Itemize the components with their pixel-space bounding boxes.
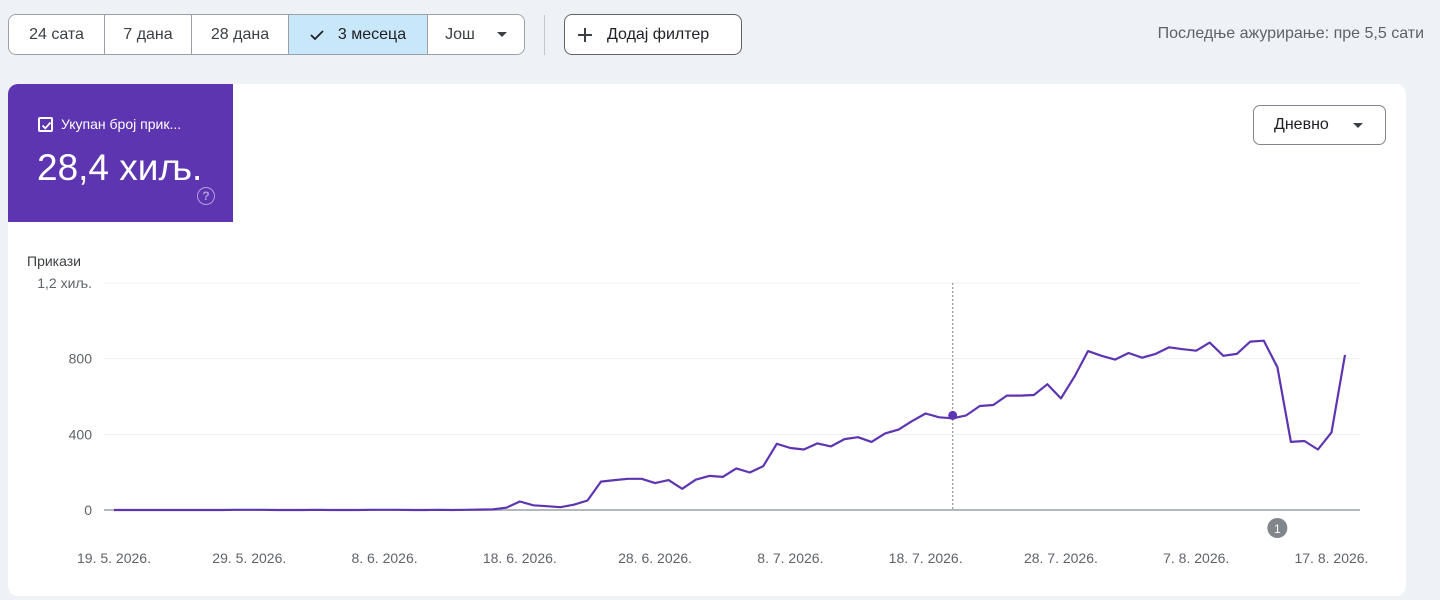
x-tick-label: 29. 5. 2026. (212, 550, 286, 566)
x-tick-label: 18. 6. 2026. (483, 550, 557, 566)
annotation-marker (1267, 518, 1288, 538)
y-tick-label: 0 (84, 502, 92, 518)
interval-dropdown[interactable]: Дневно (1253, 105, 1386, 145)
x-tick-label: 28. 7. 2026. (1024, 550, 1098, 566)
x-tick-label: 18. 7. 2026. (889, 550, 963, 566)
range-button-1[interactable]: 7 дана (105, 15, 192, 54)
x-tick-label: 8. 7. 2026. (757, 550, 823, 566)
range-button-4[interactable]: Још (428, 15, 524, 54)
performance-card: Укупан број прик... 28,4 хиљ. ? Дневно П… (8, 84, 1406, 596)
checkbox-checked-icon[interactable] (38, 117, 53, 132)
plus-icon (578, 27, 592, 42)
y-tick-label: 800 (69, 351, 93, 367)
add-filter-button[interactable]: Додај филтер (564, 14, 742, 55)
range-button-label: 3 месеца (337, 25, 407, 43)
x-tick-label: 17. 8. 2026. (1294, 550, 1368, 566)
range-button-label: 28 дана (210, 25, 270, 43)
metric-value: 28,4 хиљ. (37, 147, 203, 188)
x-tick-label: 8. 6. 2026. (351, 550, 417, 566)
x-tick-label: 7. 8. 2026. (1163, 550, 1229, 566)
add-filter-label: Додај филтер (607, 25, 710, 43)
y-tick-label: 1,2 хиљ. (37, 275, 92, 291)
total-impressions-metric-tile[interactable]: Укупан број прик... 28,4 хиљ. ? (8, 84, 233, 222)
x-tick-label: 19. 5. 2026. (77, 550, 151, 566)
range-button-label: 7 дана (123, 25, 173, 43)
annotation-marker-label: 1 (1274, 522, 1281, 536)
y-tick-label: 400 (69, 426, 93, 442)
check-icon (310, 29, 324, 40)
last-updated-text: Последње ажурирање: пре 5,5 сати (1157, 25, 1424, 42)
date-range-selector: 24 сата 7 дана 28 дана 3 месеца Још (8, 14, 525, 55)
chevron-down-icon (496, 32, 507, 37)
y-axis-title: Прикази (27, 253, 81, 269)
interval-selected-value: Дневно (1274, 116, 1329, 133)
impressions-line-chart: Прикази 0 400 800 1,2 хиљ. 19. 5. 2026. 29. 5.… (27, 253, 1368, 566)
range-button-label: Још (445, 25, 475, 43)
range-button-2[interactable]: 28 дана (192, 15, 289, 54)
x-tick-label: 28. 6. 2026. (618, 550, 692, 566)
help-icon[interactable]: ? (197, 187, 215, 205)
range-button-label: 24 сата (29, 25, 84, 43)
range-button-3[interactable]: 3 месеца (289, 15, 428, 54)
metric-label: Укупан број прик... (61, 116, 182, 132)
chevron-down-icon (1352, 122, 1363, 128)
range-button-0[interactable]: 24 сата (9, 15, 105, 54)
highlight-point (948, 410, 958, 420)
impressions-series-line (114, 339, 1347, 512)
toolbar-divider (544, 15, 545, 55)
